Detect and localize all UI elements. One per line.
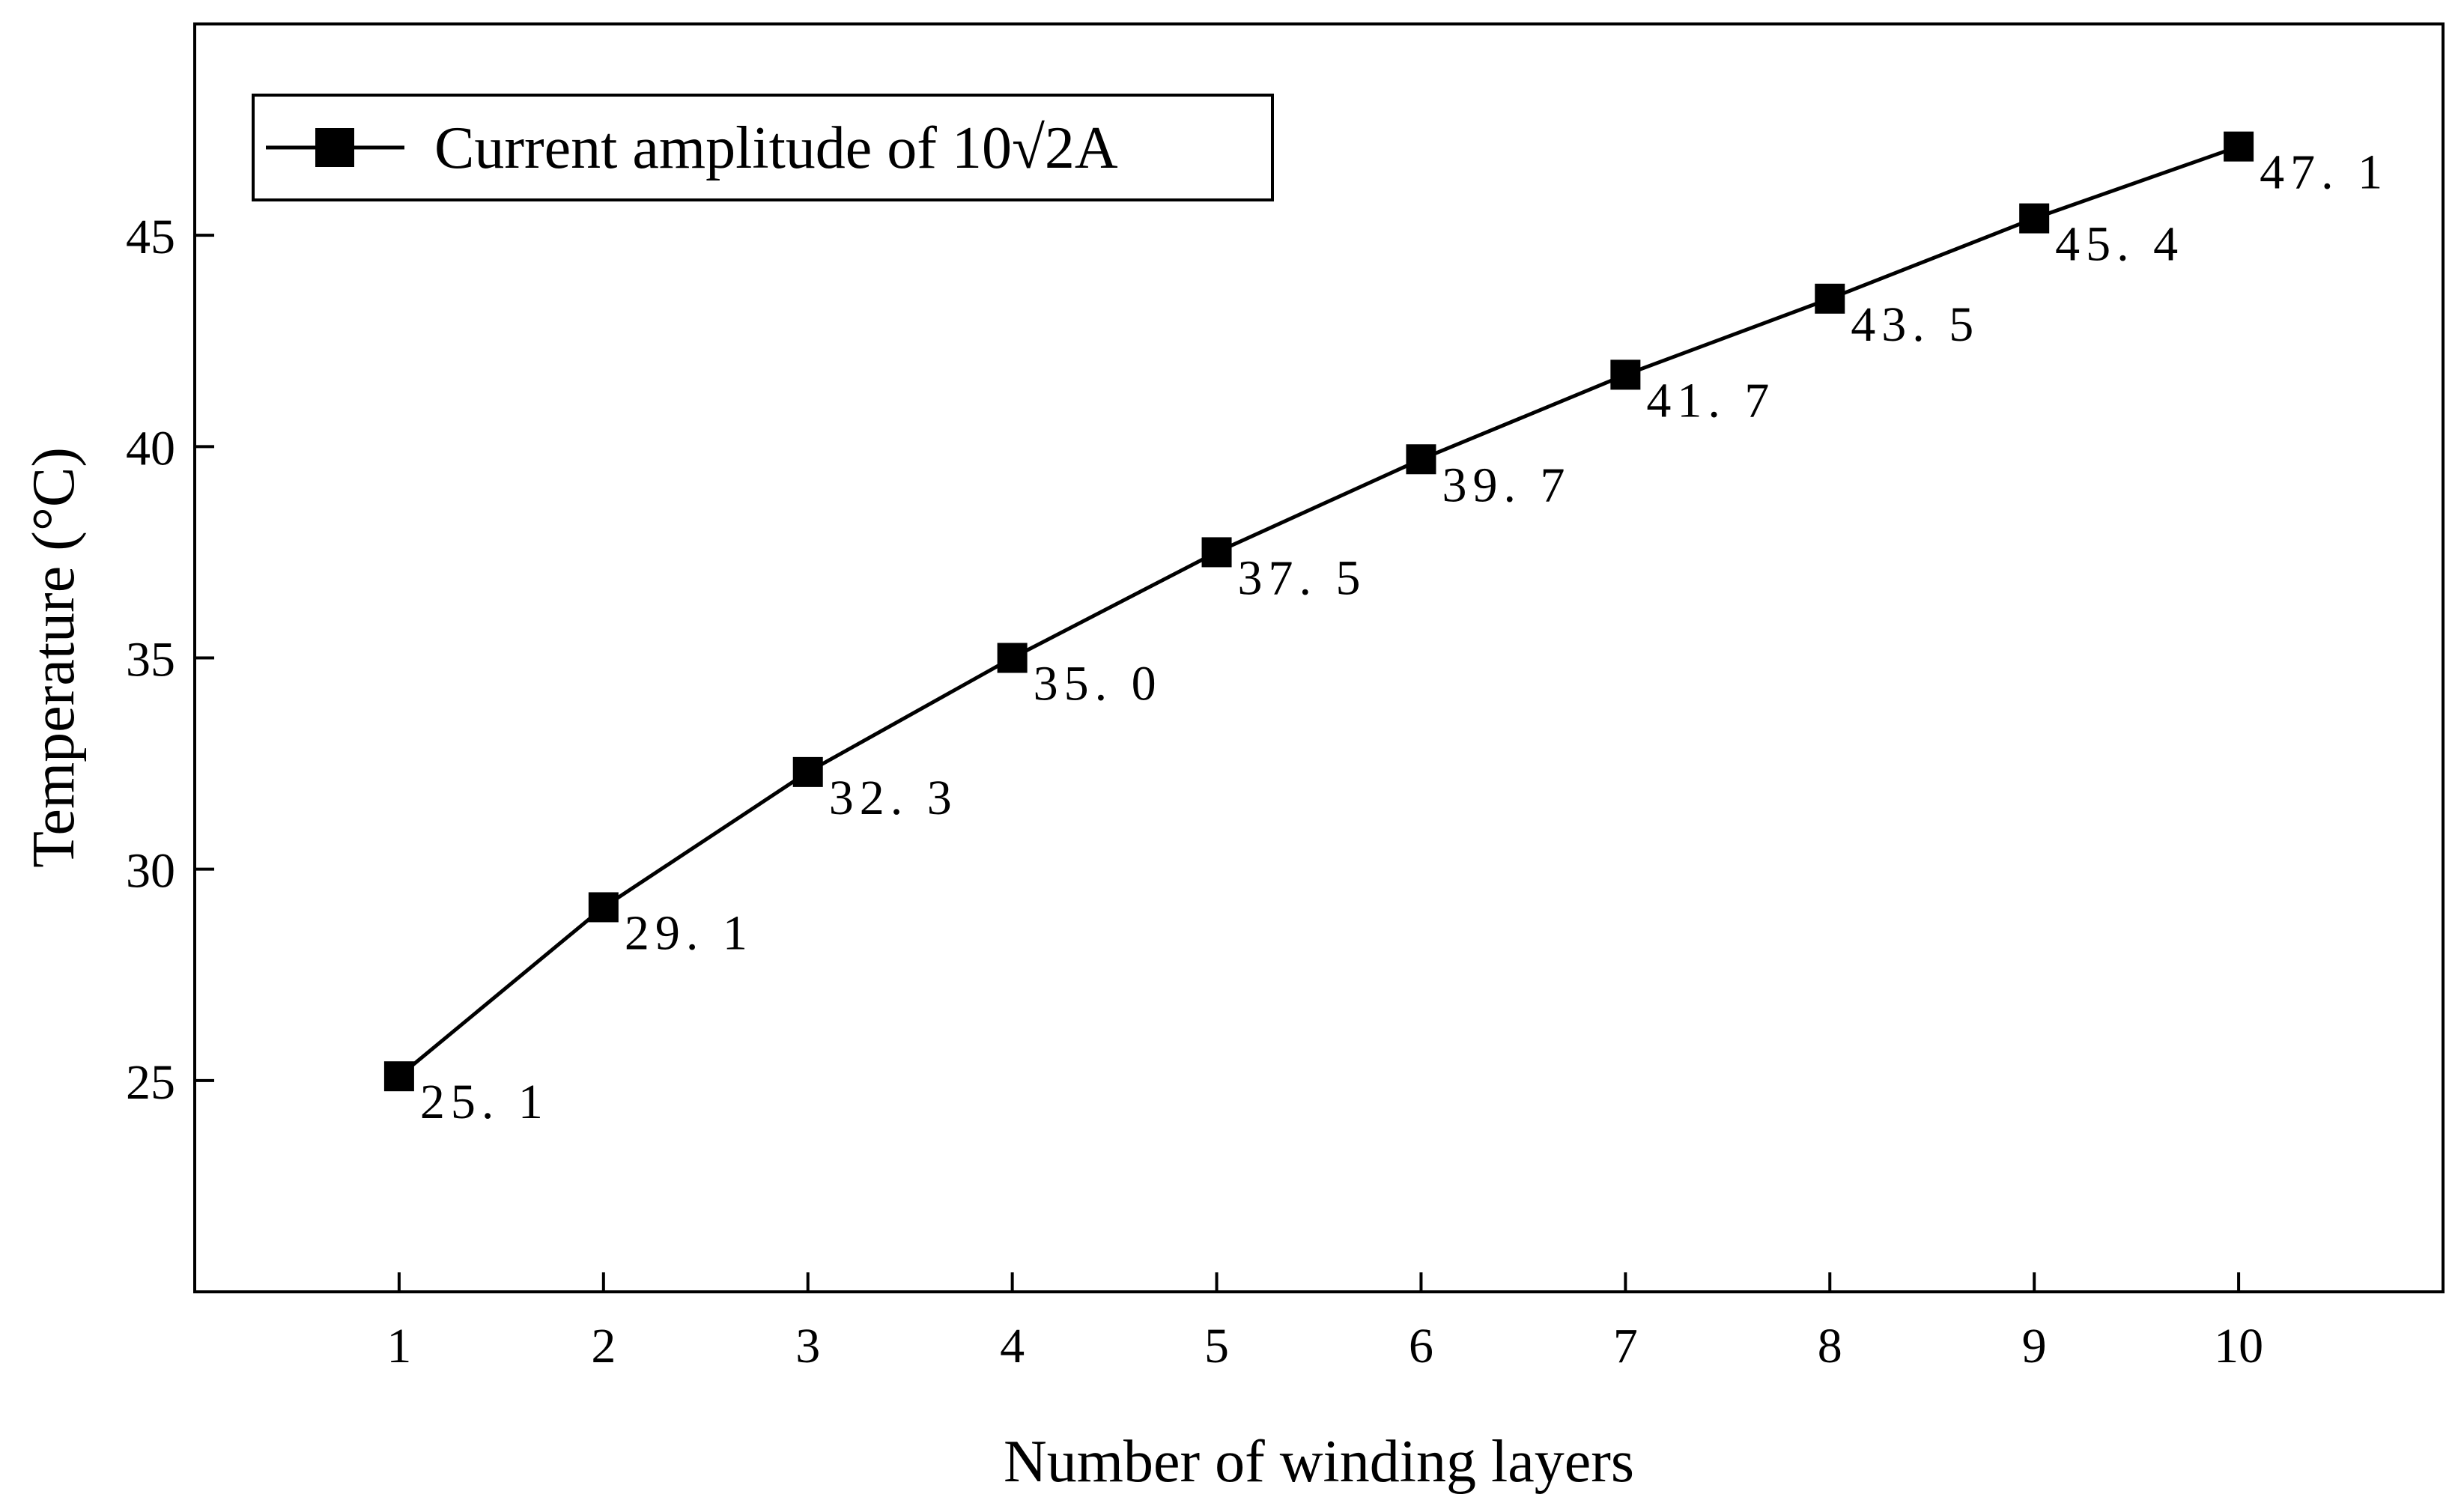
x-tick-label: 4 [1000, 1319, 1025, 1373]
data-point-marker [1201, 537, 1232, 568]
data-point-marker [383, 1061, 414, 1092]
data-point-marker [997, 643, 1028, 673]
legend: Current amplitude of 10√2A [252, 94, 1274, 201]
x-tick-label: 10 [2214, 1319, 2263, 1373]
x-tick-label: 8 [1818, 1319, 1842, 1373]
x-tick-label: 9 [2022, 1319, 2047, 1373]
legend-entry-label: Current amplitude of 10√2A [434, 115, 1118, 181]
data-label: 32. 3 [829, 771, 958, 825]
y-tick-label: 45 [126, 210, 175, 264]
y-tick-label: 40 [126, 421, 175, 476]
x-tick-label: 7 [1613, 1319, 1638, 1373]
data-point-marker [2224, 131, 2254, 162]
data-label: 39. 7 [1442, 458, 1571, 512]
x-tick-label: 5 [1204, 1319, 1229, 1373]
x-axis-title: Number of winding layers [1004, 1429, 1634, 1495]
y-axis-ticks: 25 30 35 40 45 [126, 210, 214, 1110]
x-tick-label: 6 [1409, 1319, 1433, 1373]
data-point-marker [792, 756, 823, 787]
y-tick-label: 30 [126, 844, 175, 899]
legend-marker-sample [315, 128, 354, 167]
data-point-marker [2019, 203, 2050, 234]
data-point-marker [1815, 283, 1845, 314]
y-tick-label: 35 [126, 633, 175, 687]
series-line [398, 145, 2239, 1078]
series-layer: 25. 1 29. 1 32. 3 35. 0 37. 5 39. 7 41. 7 43. 5… [383, 131, 2388, 1129]
x-tick-label: 3 [795, 1319, 820, 1373]
x-axis-ticks: 1 2 3 4 5 6 7 8 9 10 [386, 1272, 2263, 1373]
x-tick-label: 2 [591, 1319, 616, 1373]
data-point-marker [588, 892, 619, 923]
data-label: 29. 1 [625, 905, 753, 960]
data-label: 37. 5 [1238, 550, 1367, 605]
data-point-marker [1610, 359, 1641, 390]
y-tick-label: 25 [126, 1055, 175, 1110]
legend-box [252, 94, 1274, 201]
data-label: 41. 7 [1646, 373, 1775, 428]
data-point-marker [1406, 444, 1436, 475]
data-label: 45. 4 [2055, 217, 2184, 272]
x-tick-label: 1 [386, 1319, 411, 1373]
data-label: 47. 1 [2260, 145, 2388, 200]
data-label: 25. 1 [420, 1075, 549, 1129]
data-label: 43. 5 [1851, 297, 1979, 352]
data-label: 35. 0 [1034, 657, 1162, 711]
y-axis-title: Temperature (°C) [21, 447, 87, 868]
